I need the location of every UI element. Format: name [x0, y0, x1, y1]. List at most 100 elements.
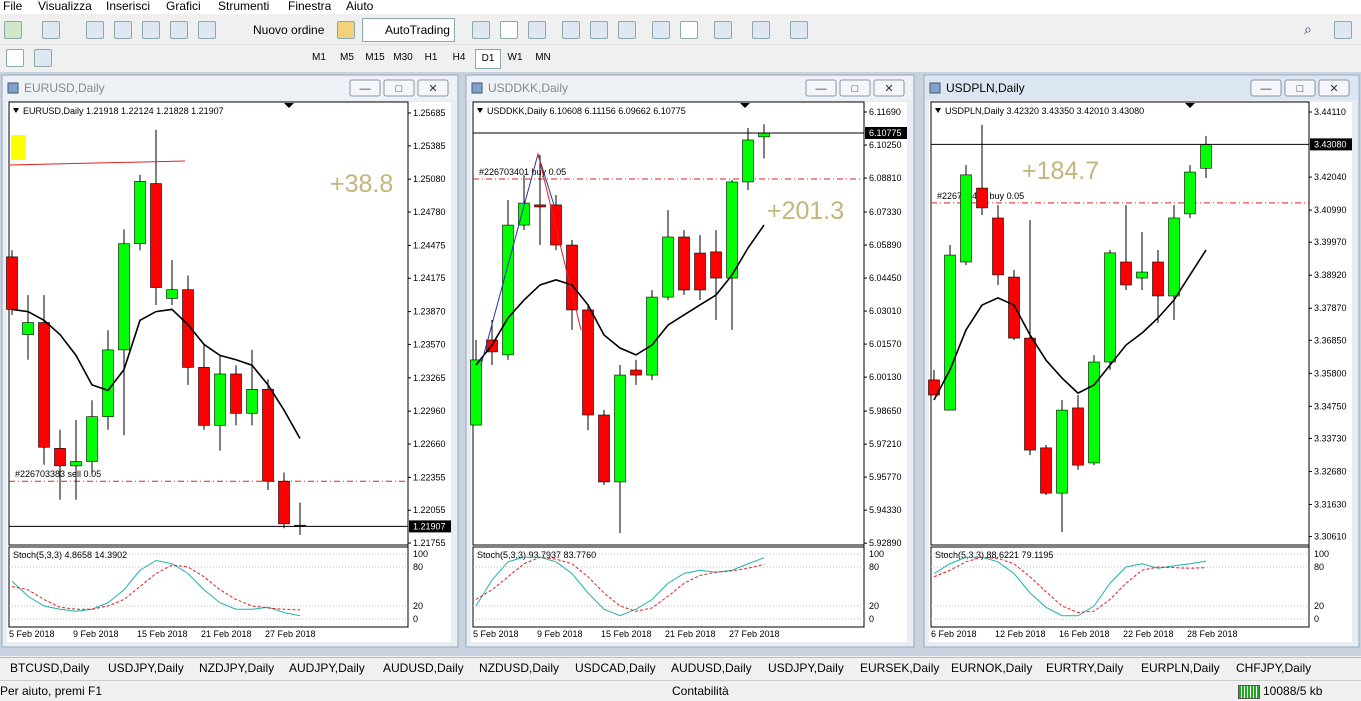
date-label: 15 Feb 2018 — [137, 629, 188, 639]
candle-body — [662, 236, 674, 298]
chart-tab[interactable]: AUDUSD,Daily — [383, 661, 464, 675]
chart-tab[interactable]: USDJPY,Daily — [768, 661, 844, 675]
minimize-button[interactable] — [349, 79, 381, 97]
cursor-tool[interactable] — [6, 49, 24, 67]
candle-body — [470, 359, 482, 426]
shift-icon[interactable] — [680, 21, 698, 39]
menu-item[interactable]: File — [3, 0, 23, 13]
candle-body — [992, 217, 1004, 276]
candle-body — [1024, 337, 1036, 451]
timeframe-button[interactable]: H1 — [424, 52, 438, 63]
menu-item[interactable]: Grafici — [166, 0, 201, 13]
timeframe-button[interactable]: D1 — [475, 49, 501, 69]
candle-body — [38, 322, 50, 448]
timeframe-button[interactable]: H4 — [452, 52, 466, 63]
date-label: 12 Feb 2018 — [995, 629, 1046, 639]
line-chart-icon[interactable] — [528, 21, 546, 39]
timeframe-button[interactable]: M30 — [393, 52, 413, 63]
stoch-signal — [11, 564, 301, 611]
menu-item[interactable]: Inserisci — [106, 0, 151, 13]
date-label: 27 Feb 2018 — [265, 629, 316, 639]
autoscroll-icon[interactable] — [652, 21, 670, 39]
terminal-icon[interactable] — [170, 21, 188, 39]
price-tick-label: 3.37870 — [1314, 303, 1347, 313]
chart-tab[interactable]: USDJPY,Daily — [108, 661, 184, 675]
close-glyph: ✕ — [428, 83, 437, 95]
tester-icon[interactable] — [198, 21, 216, 39]
tile-icon[interactable] — [618, 21, 636, 39]
menu-item[interactable]: Aiuto — [346, 0, 374, 13]
date-label: 21 Feb 2018 — [201, 629, 252, 639]
chart-window: EURUSD,Daily — □ ✕ EURUSD,Daily 1.21918 1.22… — [1, 74, 459, 648]
header-arrow — [13, 108, 19, 113]
window-icon — [929, 82, 941, 94]
periods-icon[interactable] — [752, 21, 770, 39]
timeframe-button[interactable]: M5 — [340, 52, 354, 63]
data-window-icon[interactable] — [114, 21, 132, 39]
chart-tab[interactable]: CHFJPY,Daily — [1236, 661, 1312, 675]
autotrading-button[interactable]: AutoTrading — [362, 18, 455, 42]
close-button[interactable] — [1318, 79, 1350, 97]
close-button[interactable] — [417, 79, 449, 97]
moving-average — [933, 249, 1207, 401]
crosshair-tool[interactable] — [34, 49, 52, 67]
bar-chart-icon[interactable] — [472, 21, 490, 39]
price-tick-label: 6.00130 — [869, 372, 902, 382]
candle-body — [960, 174, 972, 263]
minimize-button[interactable] — [1250, 79, 1282, 97]
price-tick-label: 6.07330 — [869, 207, 902, 217]
close-button[interactable] — [873, 79, 905, 97]
chart-tab[interactable]: EURPLN,Daily — [1141, 661, 1220, 675]
restore-button[interactable] — [1284, 79, 1316, 97]
restore-button[interactable] — [839, 79, 871, 97]
chart-tab[interactable]: USDCAD,Daily — [575, 661, 656, 675]
chart-tab[interactable]: BTCUSD,Daily — [10, 661, 90, 675]
search-icon[interactable]: ⌕ — [1304, 21, 1312, 37]
candle-body — [230, 373, 242, 414]
candle-body — [182, 289, 194, 368]
new-order-button[interactable]: Nuovo ordine — [232, 18, 325, 42]
timeframe-button[interactable]: MN — [535, 52, 551, 63]
close-glyph: ✕ — [884, 83, 893, 95]
close-glyph: ✕ — [1329, 83, 1338, 95]
candle-body — [166, 289, 178, 299]
price-tick-label: 1.22660 — [413, 439, 446, 449]
price-tick-label: 6.11690 — [869, 107, 901, 117]
editor-icon[interactable] — [337, 21, 355, 39]
stoch-tick-label: 0 — [1314, 614, 1319, 624]
candle-body — [742, 139, 754, 183]
chart-tab[interactable]: EURNOK,Daily — [951, 661, 1033, 675]
timeframe-button[interactable]: M1 — [312, 52, 326, 63]
candle-chart-icon[interactable] — [500, 21, 518, 39]
drawn-line — [537, 153, 582, 331]
chart-tab[interactable]: EURSEK,Daily — [860, 661, 940, 675]
indicators-icon[interactable] — [714, 21, 732, 39]
chart-tab[interactable]: AUDUSD,Daily — [671, 661, 752, 675]
templates-icon[interactable] — [790, 21, 808, 39]
profiles-icon[interactable] — [42, 21, 60, 39]
price-tick-label: 5.97210 — [869, 439, 902, 449]
zoom-in-icon[interactable] — [562, 21, 580, 39]
date-label: 5 Feb 2018 — [473, 629, 519, 639]
chart-tab[interactable]: NZDUSD,Daily — [479, 661, 560, 675]
chart-tab[interactable]: NZDJPY,Daily — [199, 661, 275, 675]
candle-body — [1040, 447, 1052, 494]
menu-item[interactable]: Strumenti — [218, 0, 270, 13]
restore-glyph: □ — [1297, 83, 1304, 95]
minimize-button[interactable] — [805, 79, 837, 97]
chart-tab[interactable]: EURTRY,Daily — [1046, 661, 1124, 675]
menu-item[interactable]: Visualizza — [38, 0, 92, 13]
chat-icon[interactable] — [1334, 21, 1352, 39]
restore-button[interactable] — [383, 79, 415, 97]
chart-tab[interactable]: AUDJPY,Daily — [289, 661, 365, 675]
candle-body — [1008, 276, 1020, 339]
navigator-icon[interactable] — [142, 21, 160, 39]
market-watch-icon[interactable] — [86, 21, 104, 39]
stoch-signal — [933, 556, 1207, 614]
menu-item[interactable]: Finestra — [288, 0, 332, 13]
new-chart-icon[interactable] — [4, 21, 22, 39]
toolbar-2: M1 M5 M15 M30 H1 H4 D1 W1 MN — [0, 45, 1361, 71]
zoom-out-icon[interactable] — [590, 21, 608, 39]
timeframe-button[interactable]: M15 — [365, 52, 385, 63]
timeframe-button[interactable]: W1 — [507, 52, 523, 63]
